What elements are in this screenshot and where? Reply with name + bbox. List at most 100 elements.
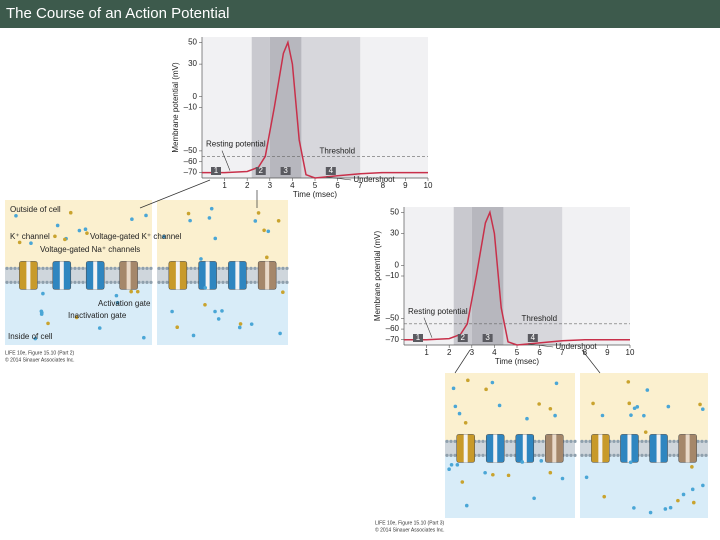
ion bbox=[700, 407, 705, 411]
ion bbox=[162, 234, 166, 239]
ion bbox=[548, 406, 553, 411]
lipid-head bbox=[9, 266, 13, 270]
lipid-head bbox=[541, 439, 545, 443]
lipid-head bbox=[588, 439, 592, 443]
x-tick-label: 6 bbox=[537, 348, 542, 357]
ion bbox=[63, 237, 67, 242]
ion bbox=[548, 470, 553, 475]
ion bbox=[40, 310, 44, 315]
ion bbox=[525, 416, 529, 421]
lipid-head bbox=[109, 266, 113, 270]
phase-label: 2 bbox=[259, 166, 264, 175]
ion bbox=[188, 218, 192, 223]
ion bbox=[490, 380, 495, 385]
lipid-head bbox=[9, 280, 13, 284]
ion bbox=[537, 402, 541, 406]
lipid-head bbox=[225, 280, 229, 284]
lipid-head bbox=[149, 280, 153, 284]
ion bbox=[29, 241, 33, 246]
lipid-head bbox=[565, 453, 569, 457]
lipid-head bbox=[105, 266, 109, 270]
lipid-head bbox=[449, 453, 453, 457]
x-tick-label: 3 bbox=[268, 181, 273, 190]
ion bbox=[266, 229, 271, 234]
lipid-head bbox=[704, 453, 708, 457]
x-tick-label: 5 bbox=[313, 181, 318, 190]
phase-band bbox=[453, 207, 472, 345]
ion bbox=[690, 465, 694, 469]
membrane bbox=[157, 267, 288, 284]
ion bbox=[676, 498, 680, 503]
lipid-head bbox=[141, 266, 145, 270]
phase-label: 4 bbox=[531, 333, 536, 342]
ion bbox=[497, 403, 502, 408]
lipid-head bbox=[696, 453, 700, 457]
ion bbox=[460, 480, 465, 484]
annotation-leader bbox=[221, 150, 231, 171]
y-tick-label: –60 bbox=[184, 157, 198, 166]
ion bbox=[449, 462, 454, 467]
ion bbox=[17, 240, 22, 245]
x-tick-label: 1 bbox=[222, 181, 227, 190]
pointer-arrow bbox=[581, 349, 601, 374]
annotation-leader bbox=[326, 176, 352, 181]
phase-box bbox=[482, 334, 493, 342]
figure-copyright: © 2014 Sinauer Associates Inc. bbox=[375, 526, 445, 533]
decor bbox=[5, 179, 708, 518]
lipid-head bbox=[541, 453, 545, 457]
lipid-head bbox=[569, 453, 573, 457]
channel-pore bbox=[522, 434, 527, 463]
lipid-head bbox=[221, 266, 225, 270]
lipid-head bbox=[141, 280, 145, 284]
lipid-head bbox=[145, 266, 149, 270]
lipid-head bbox=[225, 266, 229, 270]
lipid-head bbox=[137, 280, 141, 284]
ion bbox=[701, 483, 705, 488]
lipid-head bbox=[584, 439, 588, 443]
lipid-head bbox=[77, 280, 81, 284]
lipid-head bbox=[45, 280, 49, 284]
lipid-head bbox=[157, 266, 161, 270]
potential-line bbox=[404, 209, 630, 346]
diagram-label: Inactivation gate bbox=[68, 311, 127, 320]
ion bbox=[635, 405, 640, 409]
ion bbox=[451, 386, 456, 391]
lipid-head bbox=[217, 266, 221, 270]
y-tick-label: 30 bbox=[188, 59, 197, 68]
x-tick-label: 7 bbox=[358, 181, 363, 190]
lipid-head bbox=[137, 266, 141, 270]
ion bbox=[14, 213, 18, 218]
lipid-head bbox=[537, 453, 541, 457]
ion bbox=[213, 309, 217, 314]
x-tick-label: 7 bbox=[560, 348, 565, 357]
lipid-head bbox=[45, 266, 49, 270]
lipid-head bbox=[165, 266, 169, 270]
ion bbox=[253, 219, 258, 223]
y-tick-label: –10 bbox=[386, 271, 400, 280]
extracellular bbox=[445, 373, 575, 441]
membrane bbox=[5, 267, 152, 284]
ion bbox=[553, 413, 557, 418]
figure-caption: LIFE 10e, Figure 15.10 (Part 2) bbox=[5, 350, 75, 356]
lipid-head bbox=[49, 266, 53, 270]
ion bbox=[455, 463, 460, 467]
diagram-label: K⁺ channel bbox=[10, 232, 50, 241]
lipid-head bbox=[573, 453, 577, 457]
ion bbox=[463, 420, 468, 425]
lipid-head bbox=[565, 439, 569, 443]
lipid-head bbox=[509, 439, 513, 443]
ion bbox=[520, 460, 525, 464]
lipid-head bbox=[217, 280, 221, 284]
x-tick-label: 6 bbox=[335, 181, 340, 190]
annotation: Resting potential bbox=[408, 307, 468, 316]
phase-label: 3 bbox=[283, 166, 288, 175]
ion bbox=[506, 473, 511, 478]
ion bbox=[41, 291, 45, 296]
intracellular bbox=[580, 456, 708, 518]
x-tick-label: 4 bbox=[290, 181, 295, 190]
pointer-arrow bbox=[454, 349, 471, 374]
x-tick-label: 9 bbox=[403, 181, 408, 190]
lipid-head bbox=[161, 266, 165, 270]
ion bbox=[457, 411, 462, 416]
